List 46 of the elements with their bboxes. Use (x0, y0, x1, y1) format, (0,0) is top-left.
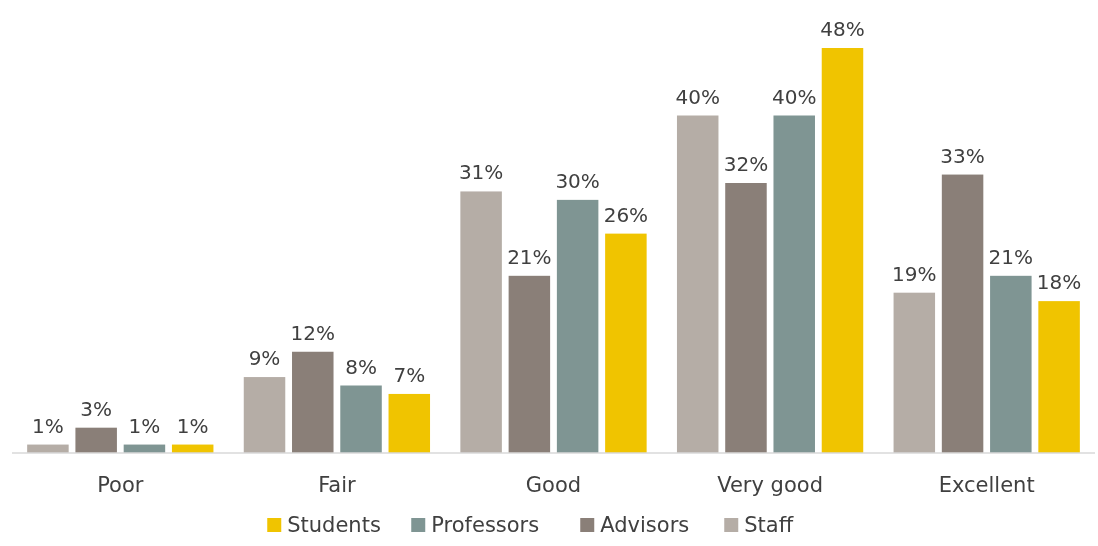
data-label: 48% (820, 17, 865, 41)
data-label: 12% (290, 320, 335, 345)
legend-label: Staff (744, 513, 794, 537)
bar (460, 191, 502, 453)
data-label: 26% (603, 202, 649, 227)
data-label: 1% (128, 413, 161, 438)
bar (1038, 301, 1080, 453)
data-label: 7% (393, 362, 426, 387)
x-tick-label: Very good (717, 473, 823, 497)
bar (821, 48, 864, 453)
data-label: 3% (80, 396, 113, 421)
x-tick-label: Poor (97, 473, 144, 497)
bar (292, 351, 334, 453)
data-label: 32% (723, 152, 769, 176)
data-label: 1% (176, 413, 209, 438)
data-label: 21% (507, 244, 552, 269)
bar (75, 427, 117, 453)
bar (990, 275, 1032, 453)
data-label: 19% (892, 261, 937, 286)
bar (508, 275, 551, 453)
data-label: 40% (675, 84, 720, 109)
bar (388, 393, 431, 453)
data-label: 18% (1036, 270, 1082, 295)
bar (676, 115, 719, 453)
data-label: 33% (940, 143, 985, 168)
data-label: 1% (32, 413, 64, 438)
bar (725, 183, 767, 453)
bar (556, 199, 599, 453)
data-label: 21% (988, 244, 1034, 269)
bar (773, 115, 815, 453)
legend-label: Professors (431, 513, 540, 537)
x-tick-label: Fair (318, 473, 356, 497)
data-label: 40% (772, 84, 817, 109)
x-tick-label: Good (525, 473, 582, 497)
bar (605, 233, 647, 453)
data-label: 9% (248, 346, 281, 371)
legend-label: Advisors (600, 513, 690, 537)
bar (340, 385, 382, 453)
data-label: 8% (345, 354, 377, 379)
data-label: 31% (458, 160, 504, 185)
data-label: 30% (555, 168, 600, 193)
bar (243, 377, 286, 453)
legend-label: Students (287, 513, 381, 537)
bar (941, 174, 984, 453)
bar (893, 292, 936, 453)
x-tick-label: Excellent (938, 473, 1035, 497)
